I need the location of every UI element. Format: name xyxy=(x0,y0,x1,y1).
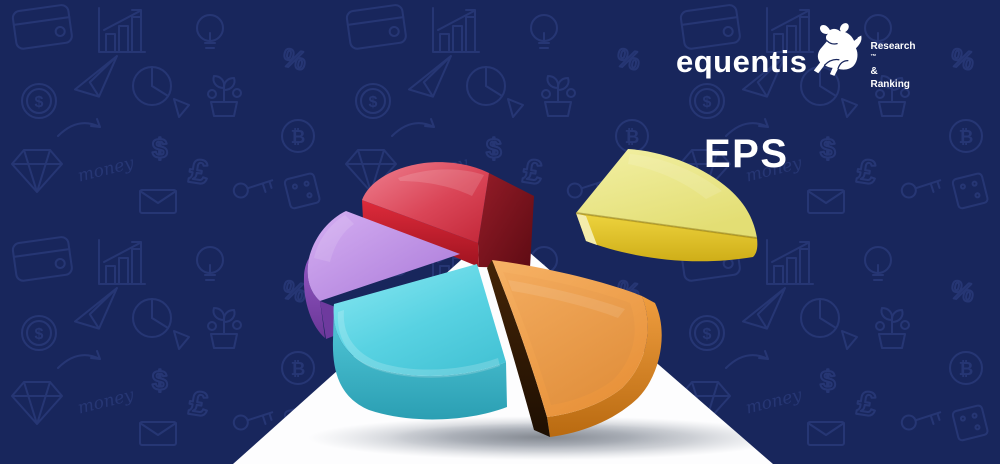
bull-icon xyxy=(814,23,862,76)
pie-shadow xyxy=(308,416,773,460)
pie-slice-cyan xyxy=(332,264,507,420)
trademark-symbol: ™ xyxy=(870,53,877,60)
pie-slice-orange xyxy=(487,260,662,437)
tagline-line3: Ranking xyxy=(870,78,910,90)
pie-chart xyxy=(303,149,758,437)
brand-tagline: Research ™ & Ranking xyxy=(870,41,915,91)
tagline-line1: Research ™ xyxy=(870,41,916,60)
tagline-line2: & xyxy=(870,66,878,78)
headline: EPS xyxy=(704,132,789,176)
brand-name: equentis xyxy=(676,44,808,79)
pie-slice-yellow xyxy=(575,149,758,262)
brand-logo: equentis Research ™ & Ranking xyxy=(676,20,916,91)
pie-slice-purple xyxy=(303,211,460,339)
